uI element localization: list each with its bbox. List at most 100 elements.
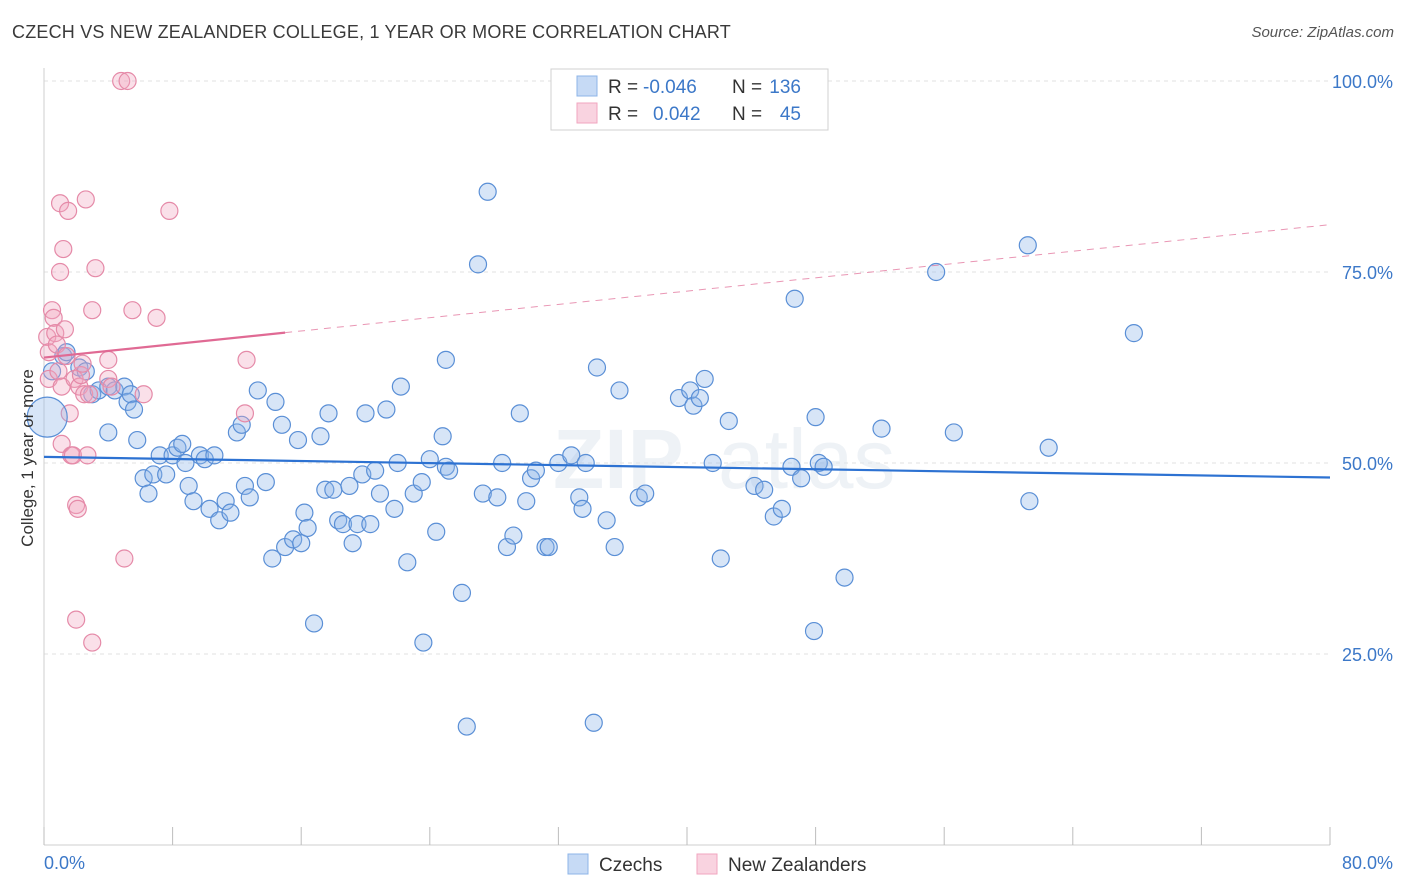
legend-n-value: 45 [780,104,801,125]
point-new-zealanders [67,610,86,629]
point-czechs [216,492,235,511]
point-czechs [377,400,396,419]
trend-line-new-zealanders-extension [285,224,1331,334]
point-czechs [412,473,431,492]
legend-n-label: N = [732,77,762,98]
point-czechs [473,484,492,503]
y-tick-labels: 25.0% 50.0% 75.0% 100.0% [1332,72,1393,665]
point-czechs [584,713,603,732]
point-new-zealanders [63,446,83,465]
point-czechs [370,484,390,503]
point-czechs [361,515,380,534]
point-new-zealanders [50,262,70,282]
point-new-zealanders [54,239,73,259]
point-czechs [526,461,545,480]
point-new-zealanders [76,190,95,209]
point-new-zealanders [83,301,102,320]
point-new-zealanders [44,308,63,327]
data-points [26,71,1143,736]
point-czechs [785,289,804,308]
x-tick-label: 0.0% [44,853,85,873]
point-czechs [256,473,275,492]
point-czechs [605,537,624,557]
point-czechs [610,381,629,400]
point-czechs [719,411,738,431]
x-tick-label: 80.0% [1342,853,1393,873]
point-czechs [385,499,404,518]
trend-line-new-zealanders [43,331,286,359]
point-czechs [703,453,722,473]
correlation-legend: R = -0.046 N = 136 R = 0.042 N = 45 [550,68,829,131]
point-czechs-large [26,396,68,438]
point-czechs [324,480,343,499]
chart-title: CZECH VS NEW ZEALANDER COLLEGE, 1 YEAR O… [12,22,731,42]
point-czechs [248,381,267,400]
point-czechs [391,377,410,396]
point-czechs [179,476,198,496]
point-czechs [304,614,324,633]
point-czechs [745,476,764,496]
grid-lines [44,80,1330,655]
source-label: Source: ZipAtlas.com [1251,24,1394,41]
point-czechs [221,503,240,522]
point-czechs [311,427,330,446]
point-czechs [115,377,134,396]
point-czechs [298,518,317,538]
point-czechs [340,476,359,496]
point-czechs [690,388,709,408]
legend-r-value: 0.042 [653,104,701,125]
point-czechs [510,404,529,423]
point-czechs [493,453,512,473]
point-czechs [99,423,118,442]
point-czechs [711,549,730,568]
watermark-atlas: atlas [718,412,895,506]
y-tick-label: 100.0% [1332,72,1393,92]
point-czechs [173,434,192,453]
y-tick-label: 25.0% [1342,645,1393,665]
point-czechs [944,423,963,442]
point-czechs [517,492,536,511]
legend-swatch-czechs [576,75,598,97]
point-czechs [806,408,825,427]
point-czechs [272,415,292,434]
legend-r-label: R = [608,77,638,98]
point-czechs [1018,236,1037,255]
series-legend: Czechs New Zealanders [567,853,866,876]
point-new-zealanders [59,201,78,220]
point-czechs [814,457,833,476]
point-new-zealanders [42,301,62,320]
point-czechs [504,526,523,545]
point-czechs [356,404,375,423]
point-czechs [872,419,891,438]
legend-r-label: R = [608,104,638,125]
point-new-zealanders [83,633,102,652]
point-czechs [1020,492,1039,511]
legend-label-new-zealanders: New Zealanders [728,855,866,876]
point-czechs [792,469,811,488]
point-new-zealanders [86,259,105,278]
point-new-zealanders [123,301,142,320]
point-czechs [927,262,946,282]
point-czechs [468,255,488,274]
point-czechs [488,488,507,507]
point-czechs [478,182,497,201]
point-czechs [205,446,224,465]
y-tick-label: 50.0% [1342,454,1393,474]
point-new-zealanders [235,404,255,423]
point-new-zealanders [147,308,166,327]
point-czechs [539,537,558,557]
point-czechs [366,461,385,480]
point-czechs [235,476,255,496]
axes [43,68,1331,846]
point-czechs [240,488,259,507]
point-new-zealanders [118,71,137,91]
point-czechs [263,549,282,568]
point-czechs [772,499,791,518]
point-czechs [333,515,353,534]
point-czechs [597,511,616,530]
legend-r-value: -0.046 [643,77,697,98]
point-new-zealanders [78,446,97,465]
point-czechs [497,537,517,557]
point-czechs [439,461,459,480]
point-czechs [398,553,417,572]
